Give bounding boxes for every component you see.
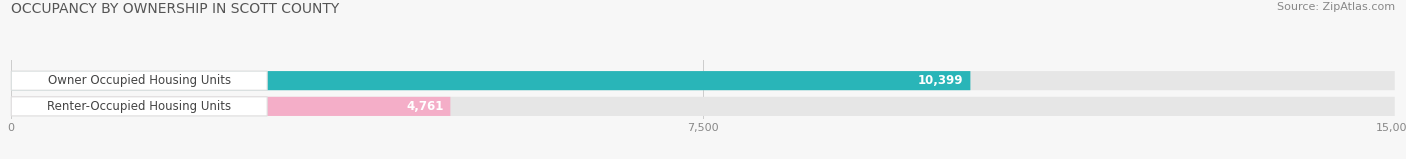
Text: 10,399: 10,399 xyxy=(918,74,963,87)
Text: Owner Occupied Housing Units: Owner Occupied Housing Units xyxy=(48,74,231,87)
FancyBboxPatch shape xyxy=(11,71,267,90)
FancyBboxPatch shape xyxy=(11,97,1395,116)
Text: Renter-Occupied Housing Units: Renter-Occupied Housing Units xyxy=(48,100,231,113)
FancyBboxPatch shape xyxy=(11,97,267,116)
FancyBboxPatch shape xyxy=(11,97,450,116)
Text: OCCUPANCY BY OWNERSHIP IN SCOTT COUNTY: OCCUPANCY BY OWNERSHIP IN SCOTT COUNTY xyxy=(11,2,339,16)
FancyBboxPatch shape xyxy=(11,71,970,90)
Text: Source: ZipAtlas.com: Source: ZipAtlas.com xyxy=(1277,2,1395,12)
FancyBboxPatch shape xyxy=(11,71,1395,90)
Text: 4,761: 4,761 xyxy=(406,100,443,113)
